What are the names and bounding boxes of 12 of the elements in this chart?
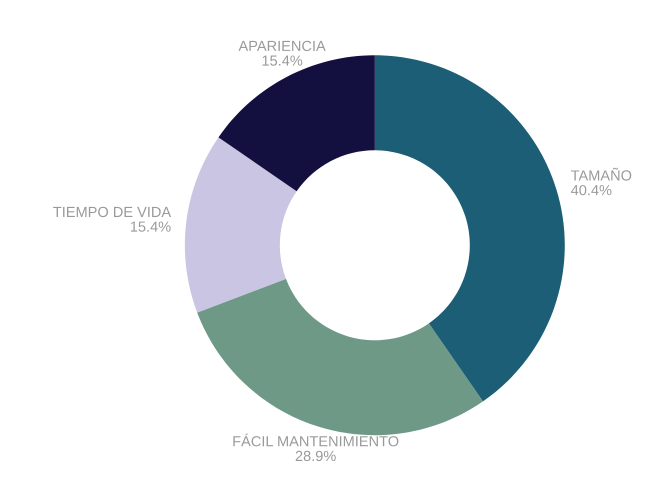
slice-label: FÁCIL MANTENIMIENTO — [233, 434, 398, 446]
donut-slice — [374, 55, 565, 402]
data-label: 40.4% — [570, 184, 612, 196]
slice-label: TIEMPO DE VIDA — [53, 206, 172, 218]
slice-label: APARIENCIA — [238, 40, 326, 52]
data-label: 15.4% — [262, 55, 302, 66]
data-label: 28.9% — [296, 450, 336, 462]
slice-label: TAMAÑO — [570, 168, 632, 181]
data-label: 15.4% — [130, 221, 171, 232]
donut-slice — [218, 55, 375, 192]
donut-slice — [184, 137, 297, 313]
donut-slice — [197, 278, 483, 436]
